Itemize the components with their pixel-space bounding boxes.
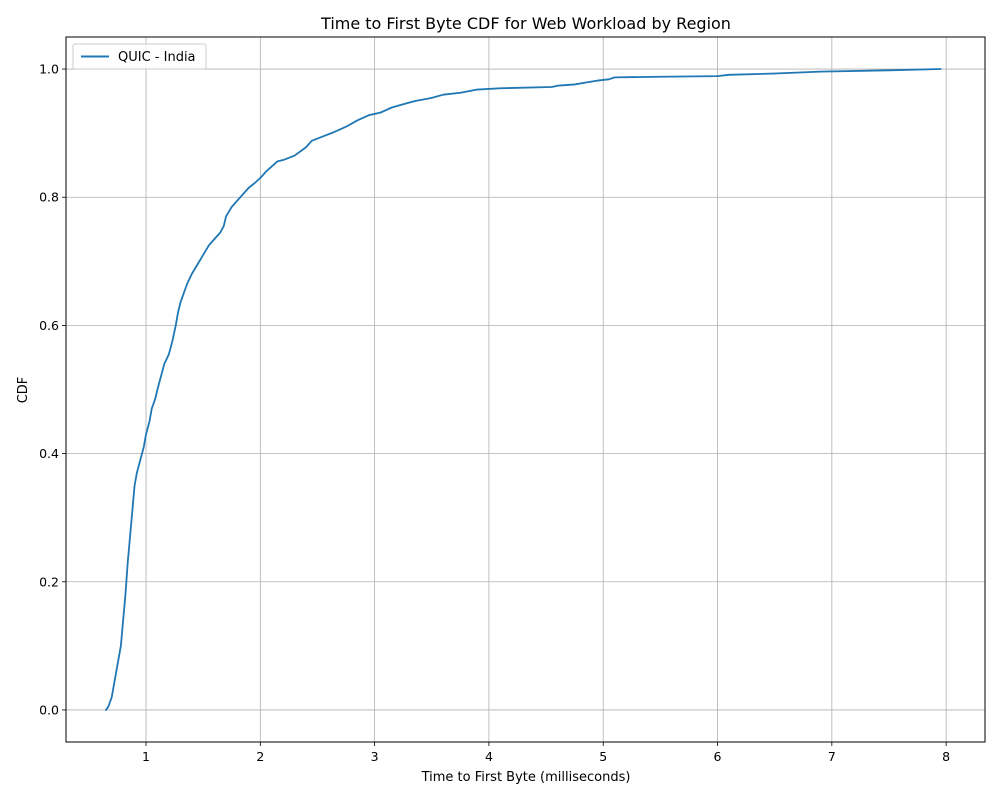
x-tick-label: 8 <box>942 749 950 764</box>
y-axis-label: CDF <box>16 377 31 404</box>
y-tick-label: 1.0 <box>39 62 59 77</box>
x-tick-label: 4 <box>485 749 493 764</box>
x-tick-label: 5 <box>599 749 607 764</box>
y-tick-label: 0.4 <box>39 446 59 461</box>
x-tick-label: 6 <box>714 749 722 764</box>
grid <box>66 37 985 742</box>
axis-ticks: 1 2 3 4 5 6 7 8 0.0 0.2 0.4 0.6 0.8 1.0 <box>39 62 950 764</box>
series-line-quic-india <box>104 68 942 712</box>
legend: QUIC - India <box>72 43 207 70</box>
series-layer <box>104 68 942 712</box>
x-tick-label: 3 <box>371 749 379 764</box>
x-tick-label: 2 <box>256 749 264 764</box>
legend-box <box>72 43 207 70</box>
y-tick-label: 0.2 <box>39 574 59 589</box>
x-tick-label: 7 <box>828 749 836 764</box>
y-tick-label: 0.6 <box>39 318 59 333</box>
y-tick-label: 0.8 <box>39 190 59 205</box>
y-tick-label: 0.0 <box>39 702 59 717</box>
x-tick-label: 1 <box>142 749 150 764</box>
plot-frame <box>65 36 986 743</box>
x-axis-label: Time to First Byte (milliseconds) <box>421 770 631 785</box>
legend-label: QUIC - India <box>118 50 196 65</box>
chart-title: Time to First Byte CDF for Web Workload … <box>320 14 731 33</box>
